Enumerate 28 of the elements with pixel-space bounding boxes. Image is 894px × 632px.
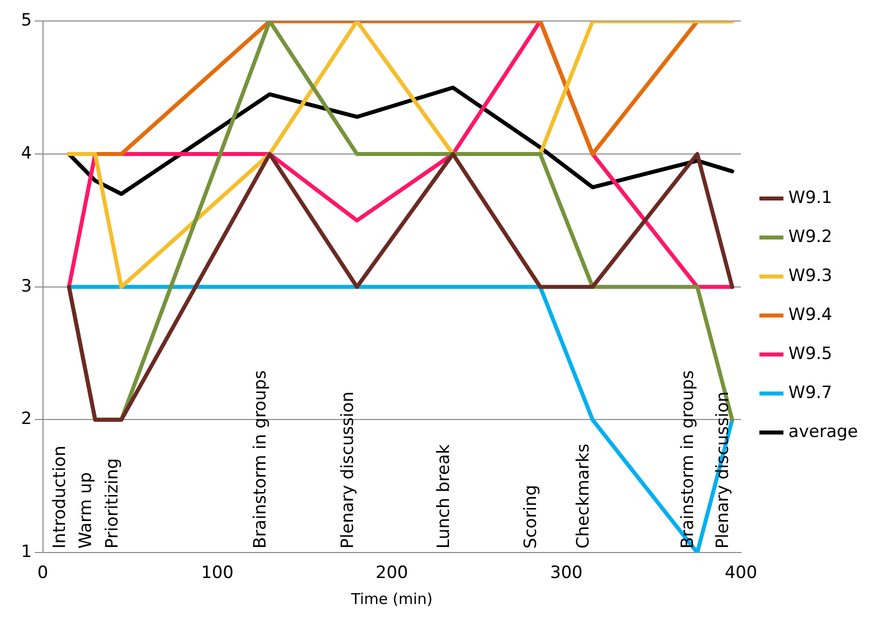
x-tick-label: 300 bbox=[550, 563, 583, 584]
annotation: Brainstorm in groups bbox=[250, 370, 271, 549]
y-tick-label: 1 bbox=[20, 542, 32, 562]
legend-label: W9.7 bbox=[788, 382, 832, 403]
y-tick-label: 5 bbox=[20, 10, 32, 31]
legend-label: W9.1 bbox=[788, 188, 832, 208]
x-tick-label: 400 bbox=[724, 563, 758, 584]
y-tick-label: 2 bbox=[20, 409, 32, 430]
legend-label: average bbox=[788, 422, 858, 442]
annotation: Scoring bbox=[521, 484, 542, 549]
x-axis-title: Time (min) bbox=[350, 590, 433, 608]
legend-label: W9.5 bbox=[788, 344, 832, 364]
annotation: Checkmarks bbox=[573, 443, 594, 549]
annotation: Lunch break bbox=[434, 444, 454, 549]
annotation: Introduction bbox=[50, 446, 70, 549]
annotation: Plenary discussion bbox=[713, 391, 734, 549]
x-tick-label: 200 bbox=[376, 563, 408, 584]
legend-label: W9.2 bbox=[788, 226, 832, 247]
annotation: Plenary discussion bbox=[338, 391, 358, 549]
y-tick-label: 3 bbox=[20, 276, 32, 296]
y-tick-label: 4 bbox=[20, 143, 32, 164]
x-tick-label: 100 bbox=[201, 563, 234, 584]
annotation: Prioritizing bbox=[102, 458, 122, 549]
annotation: Warm up bbox=[76, 472, 96, 549]
legend-label: W9.4 bbox=[788, 304, 832, 325]
legend-label: W9.3 bbox=[788, 266, 832, 286]
annotation: Brainstorm in groups bbox=[678, 370, 698, 549]
x-tick-label: 0 bbox=[37, 563, 48, 584]
